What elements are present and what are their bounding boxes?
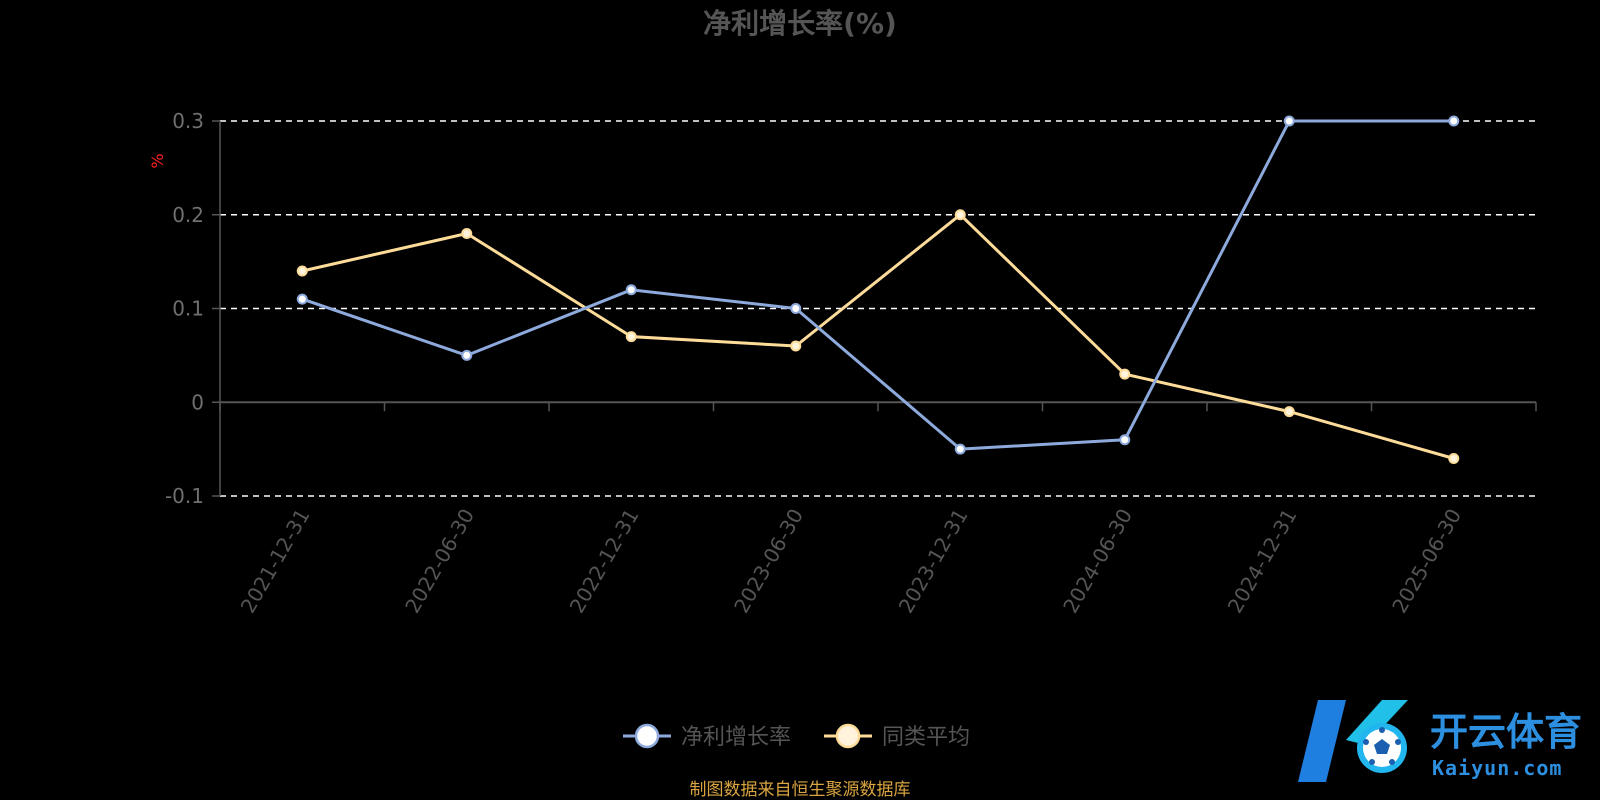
data-point[interactable] [1448,115,1460,127]
x-tick-label: 2022-06-30 [400,505,479,618]
soccer-ball-logo-icon [1298,700,1408,782]
brand-watermark: 开云体育 Kaiyun.com [1298,700,1582,782]
y-tick-label: 0.1 [172,297,204,321]
data-point[interactable] [625,284,637,296]
y-tick-label: 0.3 [172,109,204,133]
series-line-1 [301,213,1455,460]
data-point[interactable] [1448,453,1460,464]
x-tick-label: 2024-06-30 [1058,505,1137,618]
y-tick-label: 0 [191,390,204,414]
brand-name-en: Kaiyun.com [1432,756,1562,780]
data-point[interactable] [1283,406,1295,418]
data-point[interactable] [790,303,802,314]
data-point[interactable] [296,265,308,277]
x-tick-label: 2023-06-30 [729,505,808,618]
x-tick-label: 2023-12-31 [894,505,973,618]
x-tick-label: 2025-06-30 [1387,505,1466,618]
y-tick-label: -0.1 [165,484,204,508]
axes: 0.3 0.2 0.1 0 -0.1 2021-12-31 2022-06-30 2022-1… [165,109,1537,618]
chart-title: 净利增长率(%) [703,7,897,40]
data-point[interactable] [296,293,308,305]
data-point[interactable] [954,209,966,221]
data-point[interactable] [954,443,966,455]
data-point[interactable] [461,228,473,239]
data-point[interactable] [1119,368,1131,380]
y-tick-label: 0.2 [172,203,204,227]
legend-swatch-marker[interactable] [835,723,861,749]
legend-label[interactable]: 净利增长率 [681,725,791,750]
data-point[interactable] [461,349,473,361]
x-tick-label: 2024-12-31 [1223,505,1302,618]
x-tick-label: 2022-12-31 [565,505,644,618]
data-point[interactable] [625,331,637,343]
legend-label[interactable]: 同类平均 [882,725,970,750]
data-point[interactable] [1283,115,1295,127]
data-source-note: 制图数据来自恒生聚源数据库 [690,780,911,800]
x-tick-label: 2021-12-31 [236,505,315,618]
data-point[interactable] [790,340,802,352]
grid-lines [220,120,1536,497]
series-line-0 [301,119,1454,451]
series-lines [296,115,1460,464]
y-axis-unit-label: % [148,153,167,168]
brand-name-cn: 开云体育 [1430,710,1582,754]
data-point[interactable] [1119,434,1131,446]
legend-swatch-marker[interactable] [634,723,660,749]
legend[interactable]: 净利增长率 同类平均 [623,723,970,750]
